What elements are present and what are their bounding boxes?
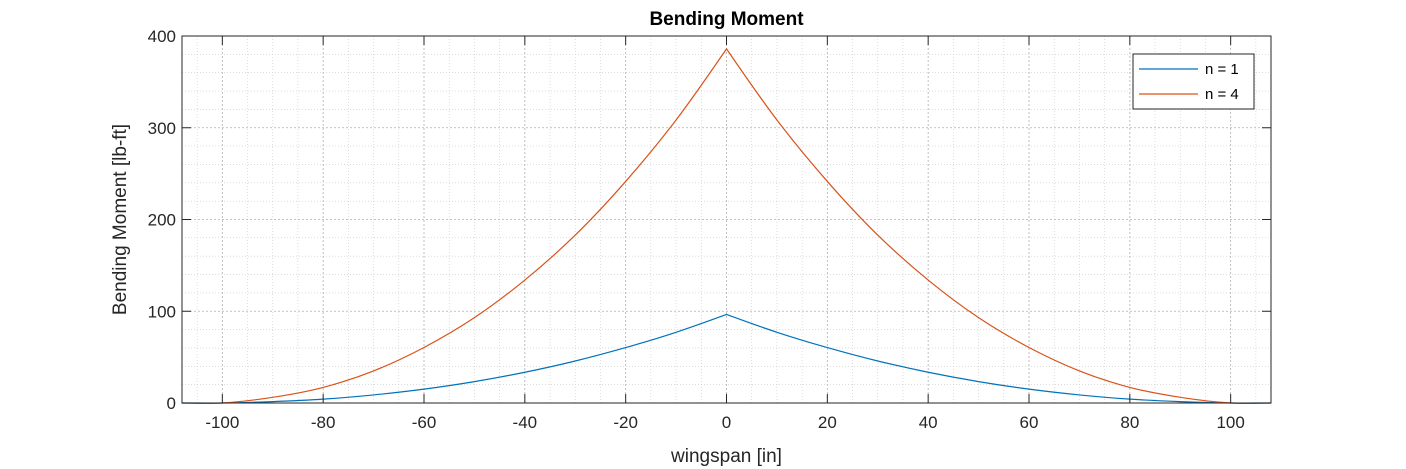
x-tick-label: 0 [722, 413, 731, 432]
legend: n = 1 n = 4 [1132, 53, 1255, 110]
y-tick-labels: 0 100 200 300 400 [148, 27, 176, 413]
y-tick-label: 300 [148, 119, 176, 138]
legend-label-1: n = 1 [1205, 61, 1239, 78]
axis-ticks [182, 35, 1271, 404]
x-tick-labels: -100 -80 -60 -40 -20 0 20 40 60 80 100 [205, 413, 1245, 432]
x-tick-label: 20 [818, 413, 837, 432]
x-tick-label: -80 [311, 413, 336, 432]
series-line-1 [181, 313, 1272, 404]
legend-label-2: n = 4 [1205, 86, 1239, 103]
y-tick-label: 200 [148, 211, 176, 230]
x-tick-label: 40 [919, 413, 938, 432]
legend-box [1132, 53, 1255, 110]
series-layer [181, 47, 1272, 405]
x-tick-label: -40 [513, 413, 538, 432]
y-axis-label: Bending Moment [lb-ft] [110, 124, 131, 315]
chart-title: Bending Moment [649, 9, 804, 30]
y-tick-label: 100 [148, 302, 176, 321]
x-tick-label: -60 [412, 413, 437, 432]
x-tick-label: -20 [613, 413, 638, 432]
y-tick-label: 400 [148, 27, 176, 46]
x-axis-label: wingspan [in] [670, 446, 782, 467]
x-tick-label: -100 [205, 413, 239, 432]
x-tick-label: 80 [1120, 413, 1139, 432]
series-line-2 [181, 47, 1272, 405]
x-tick-label: 100 [1216, 413, 1244, 432]
y-tick-label: 0 [167, 394, 176, 413]
x-tick-label: 60 [1020, 413, 1039, 432]
